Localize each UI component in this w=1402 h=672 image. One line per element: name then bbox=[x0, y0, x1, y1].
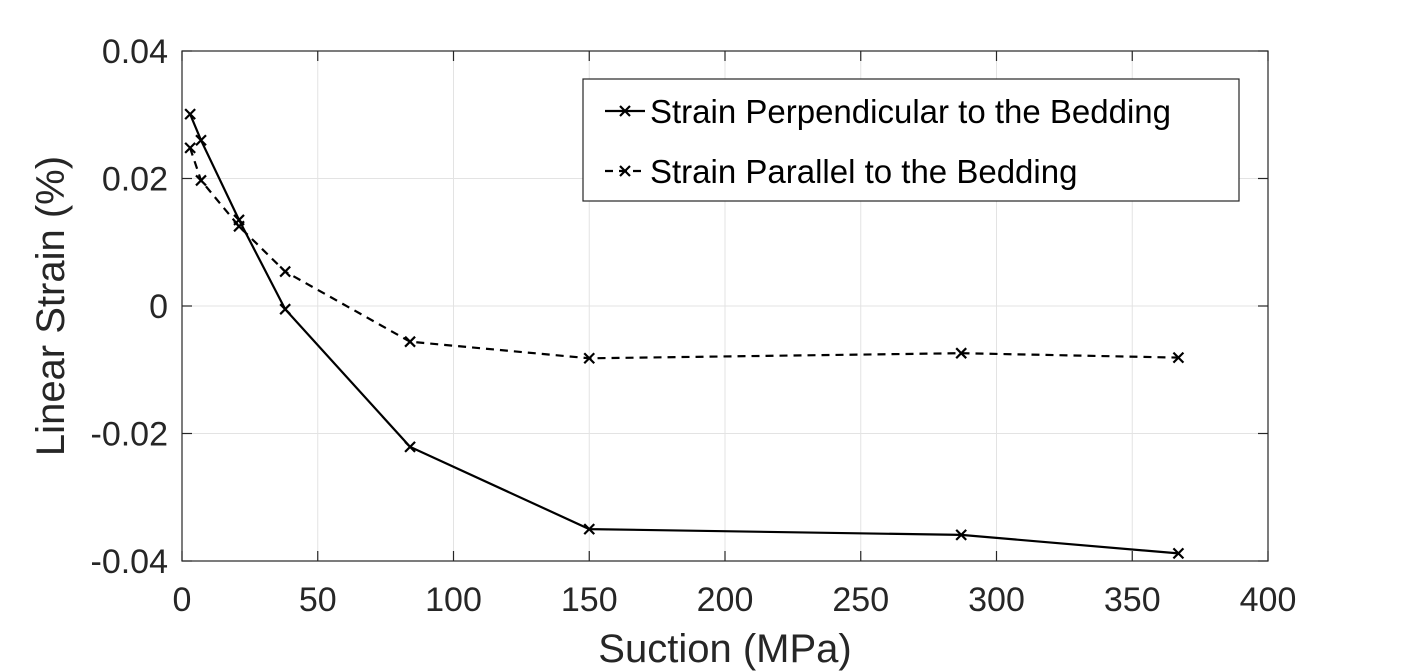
data-point bbox=[279, 265, 291, 278]
marker-stroke bbox=[1172, 351, 1185, 364]
marker-stroke bbox=[404, 441, 416, 453]
x-tick-label: 150 bbox=[561, 581, 618, 619]
legend: Strain Perpendicular to the Bedding Strai… bbox=[582, 78, 1240, 202]
y-tick-label: 0.02 bbox=[102, 161, 168, 199]
x-tick-labels: 0 50 100 150 200 250 300 350 400 bbox=[173, 581, 1297, 619]
legend-marker bbox=[619, 105, 631, 117]
marker-stroke bbox=[195, 174, 207, 187]
x-axis-label: Suction (MPa) bbox=[598, 627, 851, 671]
x-tick-label: 200 bbox=[697, 581, 754, 619]
data-point bbox=[1172, 547, 1185, 560]
y-tick-label: 0 bbox=[149, 288, 168, 326]
data-point bbox=[184, 142, 196, 154]
marker-stroke bbox=[955, 347, 967, 359]
legend-label: Strain Perpendicular to the Bedding bbox=[650, 93, 1171, 130]
marker-stroke bbox=[1172, 547, 1185, 560]
data-point bbox=[233, 220, 245, 233]
legend-label: Strain Parallel to the Bedding bbox=[650, 153, 1077, 190]
data-point bbox=[279, 303, 291, 315]
legend-marker bbox=[619, 165, 631, 177]
data-point bbox=[184, 108, 196, 120]
x-tick-label: 0 bbox=[173, 581, 192, 619]
y-tick-labels: -0.04 -0.02 0 0.02 0.04 bbox=[91, 33, 169, 581]
marker-stroke bbox=[619, 165, 631, 177]
axis-ticks bbox=[181, 50, 1269, 562]
marker-stroke bbox=[195, 134, 207, 147]
data-point bbox=[583, 523, 596, 535]
data-point bbox=[1172, 351, 1185, 364]
marker-stroke bbox=[404, 335, 416, 348]
x-tick-label: 100 bbox=[425, 581, 482, 619]
marker-stroke bbox=[583, 523, 596, 535]
data-point bbox=[404, 335, 416, 348]
marker-stroke bbox=[184, 142, 196, 154]
x-tick-label: 300 bbox=[968, 581, 1025, 619]
x-tick-label: 400 bbox=[1240, 581, 1297, 619]
y-tick-label: 0.04 bbox=[102, 33, 168, 71]
series-2 bbox=[184, 142, 1185, 365]
marker-stroke bbox=[184, 108, 196, 120]
marker-stroke bbox=[955, 529, 967, 541]
series-line bbox=[189, 147, 1179, 360]
y-tick-label: -0.02 bbox=[91, 416, 169, 454]
data-point bbox=[404, 441, 416, 453]
legend-box bbox=[582, 78, 1240, 202]
data-point bbox=[583, 352, 596, 365]
y-tick-label: -0.04 bbox=[91, 543, 169, 581]
data-point bbox=[195, 134, 207, 147]
x-tick-label: 350 bbox=[1104, 581, 1161, 619]
data-point bbox=[195, 174, 207, 187]
marker-stroke bbox=[619, 105, 631, 117]
marker-stroke bbox=[583, 352, 596, 365]
series-line bbox=[189, 113, 1179, 555]
legend-entry-1: Strain Perpendicular to the Bedding bbox=[605, 93, 1171, 130]
marker-stroke bbox=[279, 303, 291, 315]
x-tick-label: 50 bbox=[299, 581, 337, 619]
data-point bbox=[955, 347, 967, 359]
marker-stroke bbox=[233, 220, 245, 233]
data-point bbox=[955, 529, 967, 541]
data-series bbox=[184, 108, 1185, 560]
legend-entry-2: Strain Parallel to the Bedding bbox=[605, 153, 1077, 190]
y-axis-label: Linear Strain (%) bbox=[29, 156, 73, 456]
marker-stroke bbox=[279, 265, 291, 278]
x-tick-label: 250 bbox=[832, 581, 889, 619]
